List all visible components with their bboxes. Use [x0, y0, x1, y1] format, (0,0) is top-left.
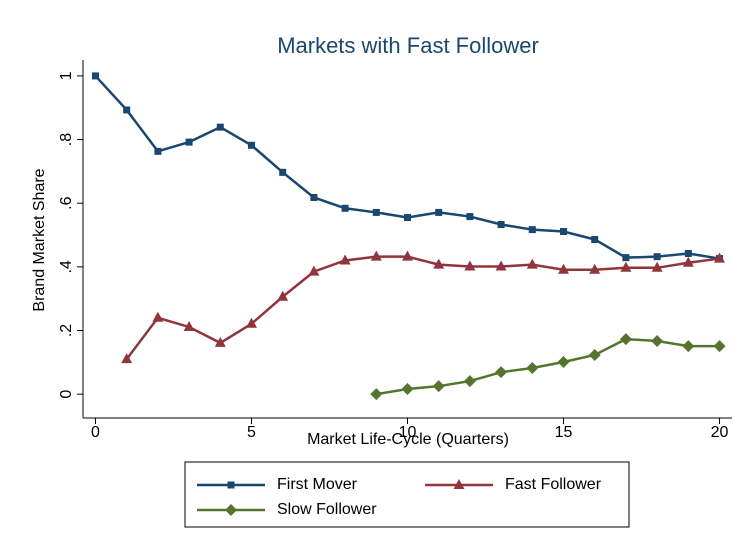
legend-label: Slow Follower — [277, 501, 377, 518]
data-point — [247, 141, 255, 149]
x-tick-label: 5 — [247, 424, 256, 441]
y-tick-label: .2 — [58, 324, 75, 337]
x-tick-label: 0 — [91, 424, 100, 441]
data-point — [277, 290, 289, 301]
data-point — [185, 138, 193, 146]
data-point — [121, 353, 133, 364]
series-line — [94, 75, 720, 260]
data-point — [433, 258, 445, 269]
data-point — [653, 253, 661, 261]
legend-marker — [227, 481, 235, 489]
data-point — [526, 258, 538, 269]
data-point — [589, 263, 601, 274]
data-point — [588, 348, 601, 361]
data-point — [714, 252, 726, 263]
x-tick-label: 15 — [555, 424, 573, 441]
data-point — [214, 336, 226, 347]
data-point — [308, 265, 320, 276]
data-point — [154, 147, 162, 155]
legend-label: Fast Follower — [505, 476, 602, 493]
data-point — [560, 228, 568, 236]
data-point — [651, 334, 664, 347]
data-point — [216, 123, 224, 131]
y-tick-label: .8 — [58, 133, 75, 146]
series-line — [376, 337, 720, 396]
data-point — [619, 333, 632, 346]
y-tick-label: .6 — [58, 196, 75, 209]
data-point — [435, 208, 443, 216]
data-point — [557, 355, 570, 368]
data-point — [370, 388, 383, 401]
data-point — [528, 226, 536, 234]
data-point — [495, 260, 507, 271]
data-point — [432, 380, 445, 393]
data-point — [91, 72, 99, 80]
series-line — [125, 255, 720, 360]
y-tick-label: .4 — [58, 260, 75, 273]
data-point — [152, 311, 164, 322]
data-point — [402, 250, 413, 261]
data-point — [372, 208, 380, 216]
data-point — [620, 261, 632, 272]
legend-box — [184, 461, 630, 528]
data-point — [591, 235, 599, 243]
data-point — [622, 254, 630, 262]
legend-marker — [453, 479, 465, 489]
data-point — [183, 320, 195, 331]
data-point — [370, 250, 382, 261]
data-point — [526, 362, 539, 375]
data-point — [463, 375, 476, 388]
x-tick-label: 10 — [399, 424, 417, 441]
data-point — [123, 106, 131, 114]
y-axis-label: Brand Market Share — [31, 168, 48, 311]
data-point — [466, 213, 474, 221]
data-point — [682, 256, 694, 267]
x-axis-label: Market Life-Cycle (Quarters) — [307, 431, 509, 448]
data-point — [464, 260, 476, 271]
legend-marker — [225, 504, 237, 516]
data-point — [339, 254, 351, 265]
data-point — [341, 204, 349, 212]
data-point — [558, 263, 570, 274]
data-point — [713, 340, 726, 353]
data-point — [310, 193, 318, 201]
y-tick-label: 1 — [58, 71, 75, 80]
data-point — [497, 221, 505, 229]
data-point — [401, 383, 414, 396]
data-point — [684, 249, 692, 257]
data-point — [245, 317, 257, 328]
data-point — [651, 261, 663, 272]
data-point — [495, 366, 508, 379]
y-tick-label: 0 — [58, 390, 75, 399]
data-point — [682, 340, 695, 353]
data-point — [404, 214, 411, 222]
x-tick-label: 20 — [711, 424, 729, 441]
legend-label: First Mover — [277, 476, 358, 493]
data-point — [279, 168, 287, 176]
chart-title: Markets with Fast Follower — [277, 33, 539, 58]
